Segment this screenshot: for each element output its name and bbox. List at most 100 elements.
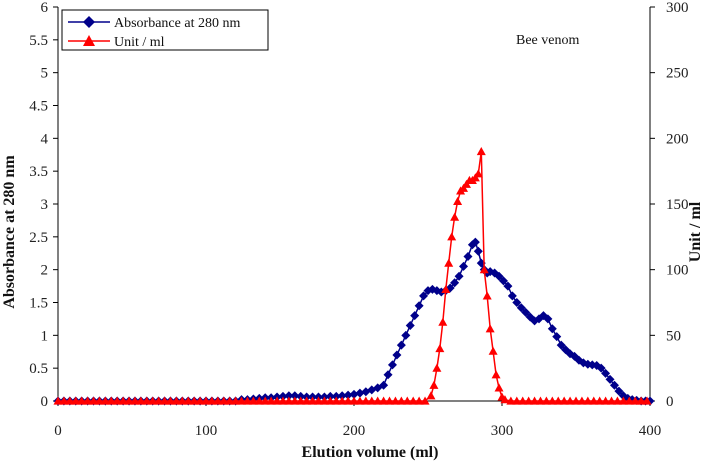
data-point: [636, 396, 646, 405]
data-point: [337, 391, 347, 401]
data-point: [225, 396, 235, 405]
y2-tick-label: 300: [666, 0, 689, 16]
data-point: [337, 396, 347, 405]
data-point: [426, 391, 436, 400]
data-point: [379, 380, 389, 390]
data-point: [512, 298, 522, 307]
data-point: [507, 291, 517, 301]
y-tick-label: 3: [41, 197, 49, 213]
data-point: [630, 396, 640, 405]
data-point: [278, 396, 288, 405]
data-point: [53, 396, 63, 405]
data-point: [296, 396, 306, 405]
data-point: [601, 396, 611, 405]
data-point: [419, 291, 429, 301]
data-point: [438, 317, 448, 326]
data-point: [136, 396, 146, 405]
data-point: [429, 380, 439, 389]
y-tick-label: 2: [41, 263, 49, 279]
series-unit: [53, 146, 652, 405]
legend-box: [61, 9, 269, 51]
data-point: [284, 391, 294, 401]
data-point: [213, 396, 223, 405]
data-point: [571, 396, 581, 405]
data-point: [453, 196, 463, 205]
data-point: [77, 396, 87, 405]
data-point: [506, 396, 516, 405]
data-point: [387, 360, 397, 370]
data-point: [349, 389, 359, 399]
data-point: [296, 391, 306, 401]
data-point: [470, 237, 480, 247]
data-point: [383, 370, 393, 380]
data-point: [343, 396, 353, 405]
data-point: [450, 278, 460, 288]
data-point: [521, 307, 531, 317]
data-point: [601, 368, 611, 378]
data-point: [642, 396, 652, 405]
data-point: [459, 261, 469, 271]
data-point: [512, 396, 522, 405]
data-point: [183, 396, 193, 405]
y-tick-label: 1.5: [29, 296, 48, 312]
data-point: [325, 391, 335, 401]
data-point: [485, 324, 495, 333]
data-point: [547, 396, 557, 405]
data-point: [396, 396, 406, 405]
x-tick-label: 400: [639, 423, 662, 439]
data-point: [435, 343, 445, 353]
data-point: [154, 396, 164, 405]
data-point: [541, 396, 551, 405]
data-point: [605, 374, 615, 384]
data-point: [331, 396, 341, 405]
data-point: [195, 396, 205, 405]
data-point: [313, 396, 323, 405]
y-tick-label: 0.5: [29, 361, 48, 377]
data-point: [583, 396, 593, 405]
y-tick-label: 1: [41, 328, 49, 344]
y2-tick-label: 100: [666, 263, 689, 279]
data-point: [491, 370, 501, 379]
data-point: [577, 396, 587, 405]
data-point: [83, 396, 93, 405]
data-point: [349, 396, 359, 405]
data-point: [524, 396, 534, 405]
data-point: [112, 396, 122, 405]
data-point: [242, 396, 252, 405]
y-tick-label: 4.5: [29, 99, 48, 115]
data-point: [408, 396, 418, 405]
data-point: [488, 346, 498, 355]
data-point: [325, 396, 335, 405]
data-point: [71, 396, 81, 405]
data-point: [420, 396, 430, 405]
data-point: [396, 340, 406, 350]
data-point: [479, 265, 489, 274]
data-point: [94, 396, 104, 405]
data-point: [367, 396, 377, 405]
data-point: [231, 396, 241, 405]
data-point: [248, 396, 258, 405]
data-point: [100, 396, 110, 405]
data-point: [278, 391, 288, 401]
data-point: [547, 324, 557, 334]
data-point: [130, 396, 140, 405]
data-point: [500, 395, 510, 404]
data-point: [308, 396, 318, 405]
data-point: [556, 340, 566, 350]
legend-marker-unit: [83, 35, 95, 46]
series-layer: [53, 146, 655, 406]
data-point: [473, 246, 483, 256]
data-point: [171, 396, 181, 405]
x-axis-title: Elution volume (ml): [302, 444, 439, 461]
data-point: [405, 320, 415, 330]
data-point: [165, 396, 175, 405]
data-point: [207, 396, 217, 405]
data-point: [482, 291, 492, 300]
y-tick-label: 6: [41, 0, 49, 16]
data-point: [447, 232, 457, 241]
data-point: [530, 396, 540, 405]
data-point: [624, 396, 634, 405]
y2-tick-label: 250: [666, 66, 689, 82]
